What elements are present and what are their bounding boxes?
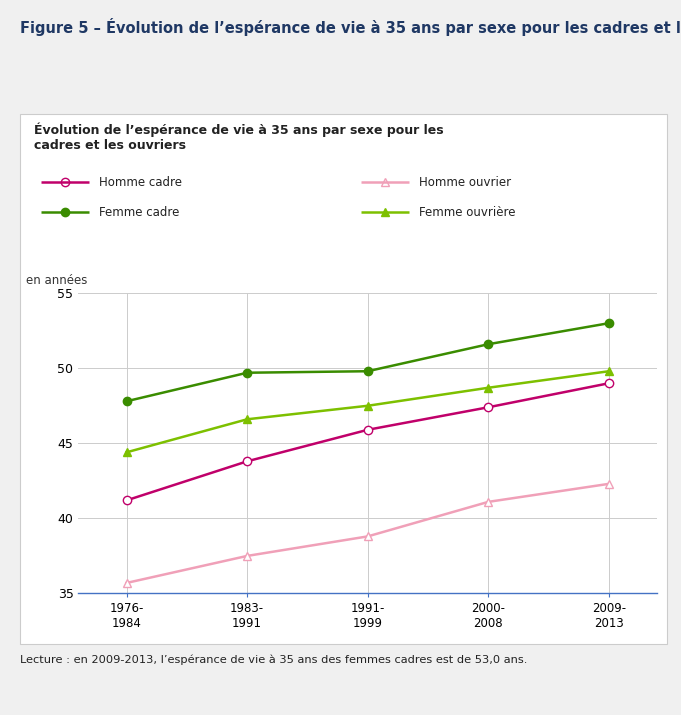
Text: Homme ouvrier: Homme ouvrier xyxy=(419,176,511,189)
Text: Femme cadre: Femme cadre xyxy=(99,206,179,219)
Text: Lecture : en 2009-2013, l’espérance de vie à 35 ans des femmes cadres est de 53,: Lecture : en 2009-2013, l’espérance de v… xyxy=(20,654,528,665)
Text: Homme cadre: Homme cadre xyxy=(99,176,182,189)
Text: en années: en années xyxy=(27,274,88,287)
Text: Femme ouvrière: Femme ouvrière xyxy=(419,206,516,219)
Text: Figure 5 – Évolution de l’espérance de vie à 35 ans par sexe pour les cadres et : Figure 5 – Évolution de l’espérance de v… xyxy=(20,18,681,36)
Text: Évolution de l’espérance de vie à 35 ans par sexe pour les
cadres et les ouvrier: Évolution de l’espérance de vie à 35 ans… xyxy=(34,123,444,152)
